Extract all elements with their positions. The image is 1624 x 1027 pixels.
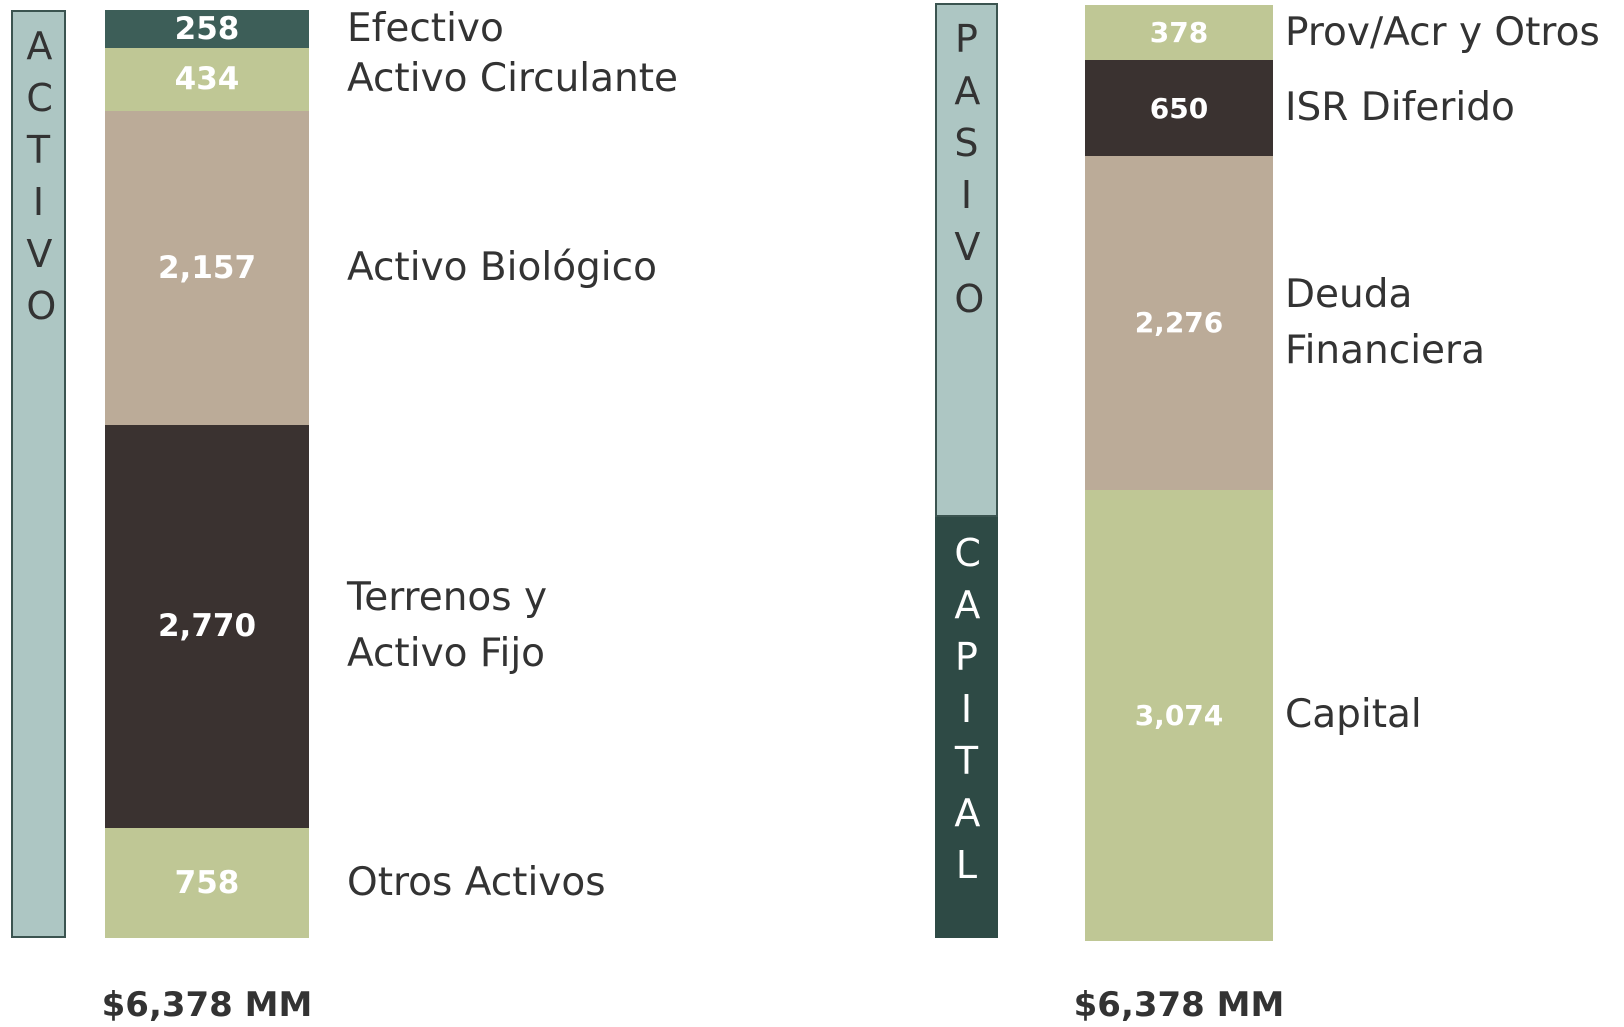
bar-segment: 758 (105, 827, 309, 938)
segment-name: Efectivo (347, 5, 504, 51)
segment-name: Deuda Financiera (1285, 271, 1485, 373)
bar-segment: 650 (1085, 60, 1273, 156)
side-label: PASIVO (954, 17, 985, 321)
value-label: 378 (1149, 16, 1209, 50)
segment-name: Terrenos y Activo Fijo (347, 575, 548, 677)
bar-segment: 434 (105, 47, 309, 111)
value-label: 2,770 (157, 608, 257, 645)
segment-name: Otros Activos (347, 859, 606, 905)
segment-name: ISR Diferido (1285, 85, 1515, 131)
side-label: CAPITAL (954, 531, 981, 887)
bar-segment: 378 (1085, 5, 1273, 61)
segment-name: Capital (1285, 692, 1422, 738)
segment-name: Prov/Acr y Otros (1285, 9, 1600, 55)
bar-segment: 3,074 (1085, 489, 1273, 941)
bar-segment: 2,157 (105, 110, 309, 425)
total-label: $6,378 MM (1073, 985, 1285, 1025)
side-label-box: ACTIVO (11, 10, 66, 938)
value-label: 650 (1149, 91, 1209, 125)
value-label: 434 (174, 61, 240, 98)
value-label: 758 (174, 864, 240, 901)
value-label: 258 (174, 10, 240, 47)
segment-name: Activo Biológico (347, 244, 657, 290)
segment-name: Activo Circulante (347, 56, 679, 102)
bar-segment: 2,770 (105, 424, 309, 828)
side-label: ACTIVO (26, 24, 57, 328)
value-label: 2,157 (157, 249, 257, 286)
total-label: $6,378 MM (101, 985, 313, 1025)
side-label-box: CAPITAL (935, 517, 998, 938)
value-label: 2,276 (1134, 306, 1224, 340)
side-label-box: PASIVO (935, 3, 998, 517)
value-label: 3,074 (1134, 698, 1224, 732)
bar-segment: 2,276 (1085, 155, 1273, 490)
bar-segment: 258 (105, 10, 309, 48)
